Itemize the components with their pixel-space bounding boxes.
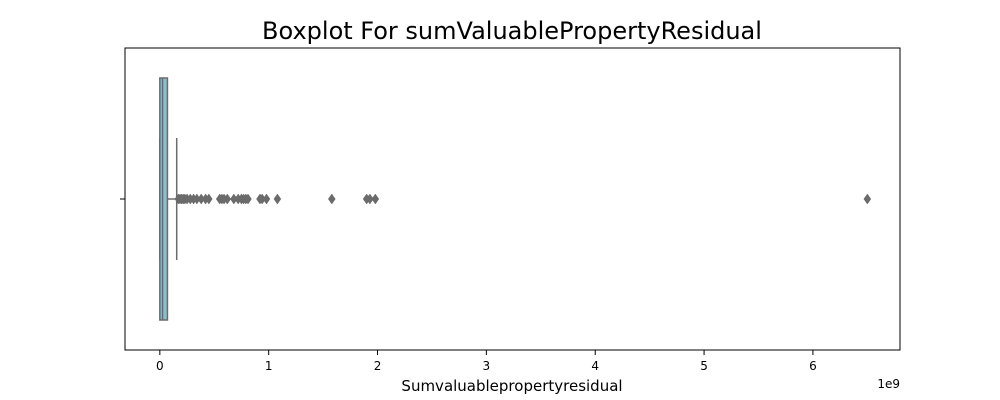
outlier-point (273, 193, 282, 205)
outlier-point (205, 193, 213, 205)
x-tick-label: 0 (156, 359, 164, 373)
x-axis-offset-label: 1e9 (877, 377, 900, 391)
chart-title: Boxplot For sumValuablePropertyResidual (262, 17, 762, 45)
x-tick-label: 4 (591, 359, 599, 373)
outlier-point (223, 193, 232, 205)
x-axis-label: Sumvaluablepropertyresidual (401, 377, 622, 395)
outlier-point (366, 193, 374, 205)
outlier-point (244, 193, 252, 205)
iqr-box (159, 77, 169, 321)
x-tick-label: 3 (483, 359, 491, 373)
x-tick-label: 2 (374, 359, 382, 373)
outlier-point (863, 193, 872, 205)
x-tick-label: 6 (809, 359, 817, 373)
outlier-point (371, 193, 380, 205)
boxplot-layer (159, 77, 872, 321)
outlier-point (328, 193, 336, 205)
x-tick-label: 1 (265, 359, 273, 373)
outlier-point (262, 193, 271, 205)
x-tick-label: 5 (700, 359, 708, 373)
x-axis: 0 1 2 3 4 5 6 (156, 350, 817, 373)
